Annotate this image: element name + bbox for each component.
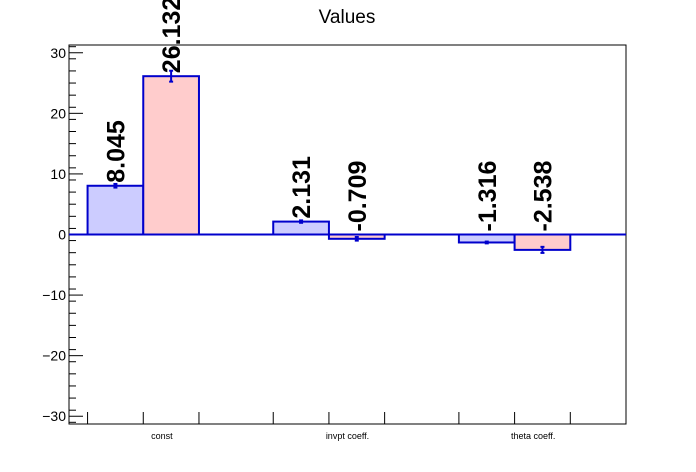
x-category-label: invpt coeff.: [326, 431, 369, 441]
data-label: -1.316: [474, 161, 502, 232]
x-category-label: const: [151, 431, 173, 441]
data-label: 26.132: [158, 0, 186, 73]
data-labels: 8.045 2.131 -1.316 26.132 -0.709 -2.538: [102, 0, 557, 232]
data-label: -2.538: [529, 161, 557, 232]
y-tick-label: 10: [50, 166, 66, 182]
y-tick-label: 20: [50, 105, 66, 121]
data-label: -0.709: [344, 161, 372, 232]
y-tick-label: 0: [58, 227, 66, 243]
bars: [69, 69, 626, 254]
y-tick-label: −20: [42, 348, 66, 364]
y-axis: −30 −20 −10 0 10 20 30: [42, 45, 83, 424]
y-tick-label: −10: [42, 287, 66, 303]
bar: [142, 75, 200, 236]
x-category-label: theta coeff.: [511, 431, 555, 441]
bar: [86, 184, 145, 236]
y-tick-label: 30: [50, 45, 66, 61]
data-label: 8.045: [102, 120, 130, 183]
data-label: 2.131: [288, 156, 316, 219]
chart-title: Values: [319, 7, 376, 28]
x-axis: const invpt coeff. theta coeff.: [87, 412, 571, 441]
y-tick-label: −30: [42, 408, 66, 424]
